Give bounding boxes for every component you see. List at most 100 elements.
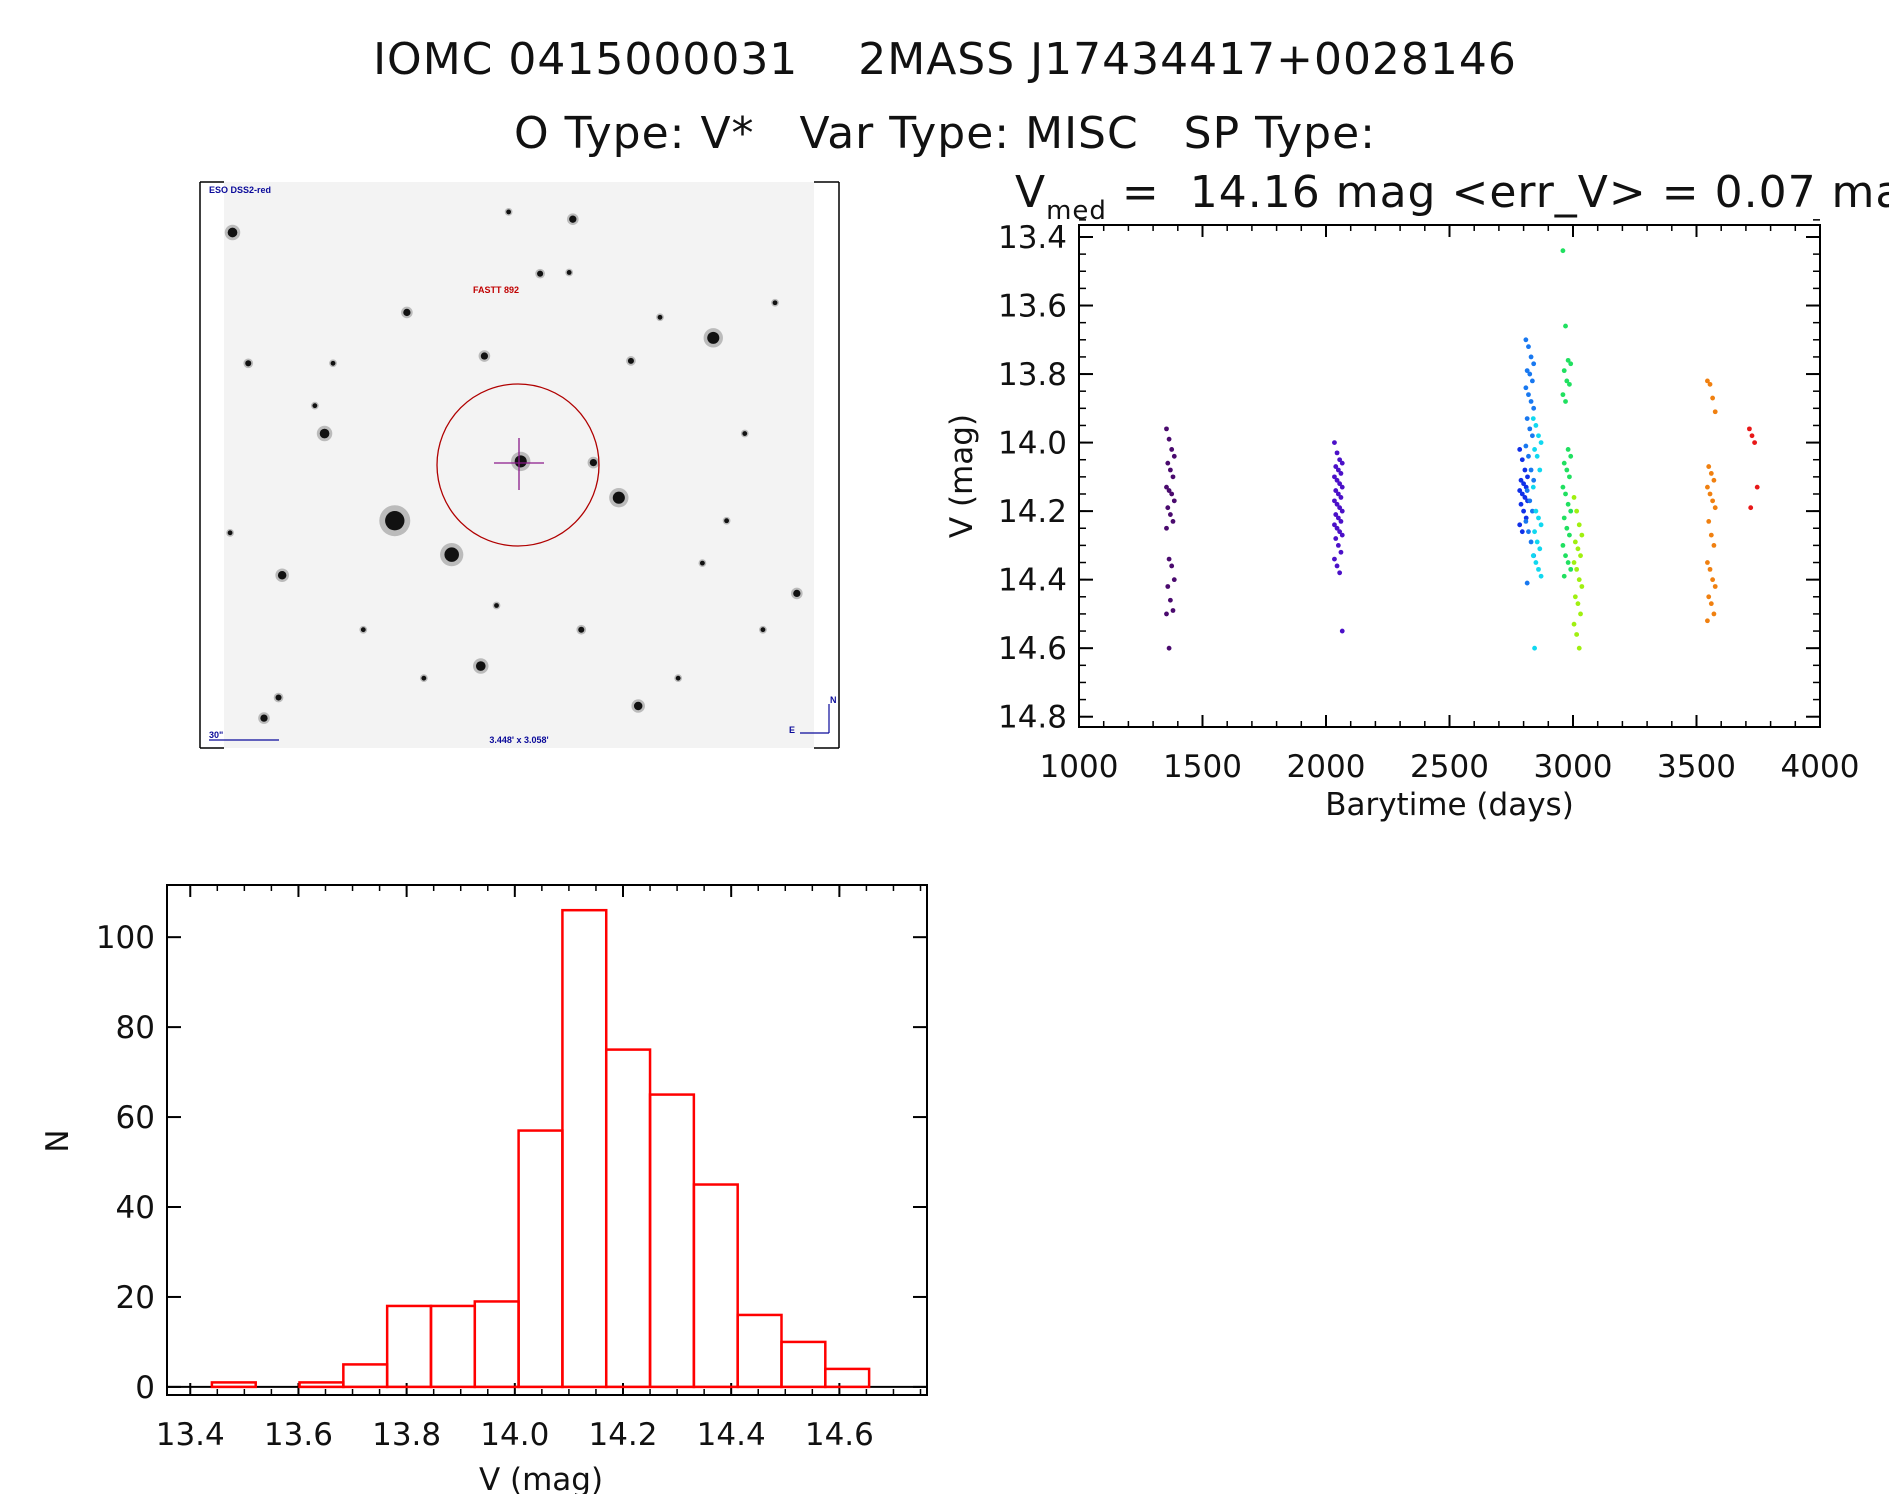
- lc-point: [1527, 426, 1533, 432]
- lc-point: [1749, 433, 1755, 439]
- lc-point: [1565, 357, 1571, 363]
- lc-point: [1711, 477, 1717, 483]
- histogram-plot: 13.4 13.6 13.8 14.0 14.2 14.4 14.6 0 20 40 60 80 100…: [40, 884, 928, 1494]
- lc-point: [1170, 474, 1176, 480]
- lc-point: [1171, 577, 1177, 583]
- lc-point: [1575, 601, 1581, 607]
- lc-point: [1165, 584, 1171, 589]
- lc-point: [1335, 491, 1341, 497]
- hist-xtick-label: 14.6: [805, 1417, 874, 1453]
- lc-point: [1574, 508, 1580, 514]
- lc-point: [1339, 460, 1345, 466]
- lc-point: [1707, 566, 1713, 572]
- hist-ytick-label: 0: [135, 1370, 155, 1406]
- hist-bar: [824, 1367, 871, 1389]
- lc-ytick-label: 14.0: [998, 426, 1067, 462]
- lc-point: [1338, 549, 1344, 555]
- star: [589, 458, 598, 467]
- lc-point: [1563, 553, 1568, 559]
- lc-point: [1530, 553, 1536, 559]
- lc-ylabel: V (mag): [944, 414, 980, 538]
- lc-point: [1333, 464, 1339, 469]
- scale-label: 30": [209, 730, 223, 740]
- lc-point: [1564, 378, 1570, 384]
- lc-xtick-label: 2500: [1410, 749, 1489, 785]
- fov-label: 3.448' x 3.058': [489, 735, 548, 745]
- lc-point: [1532, 447, 1537, 452]
- lc-point: [1525, 474, 1530, 480]
- hist-axes-box: [166, 884, 928, 1396]
- lc-point: [1518, 477, 1524, 483]
- lc-point: [1561, 573, 1567, 579]
- lc-point: [1561, 368, 1567, 374]
- hist-bar: [517, 1129, 564, 1389]
- lc-point: [1332, 556, 1337, 562]
- star: [480, 352, 489, 360]
- lc-xtick-label: 2000: [1287, 749, 1366, 785]
- lc-point: [1565, 501, 1571, 507]
- lc-point: [1578, 611, 1583, 617]
- lc-point: [1338, 495, 1344, 500]
- lc-point: [1531, 477, 1537, 483]
- lc-point: [1537, 546, 1543, 552]
- lc-point: [1523, 519, 1529, 524]
- hist-bar: [298, 1381, 345, 1389]
- lc-ytick-label: 14.2: [998, 494, 1067, 530]
- lc-point: [1530, 484, 1536, 490]
- vmed-line: Vmed = 14.16 mag <err_V> = 0.07 mag: [1015, 167, 1889, 226]
- lc-xlabel: Barytime (days): [1325, 787, 1574, 823]
- lc-point: [1705, 484, 1710, 490]
- lc-point: [1170, 519, 1176, 524]
- lc-point: [1534, 453, 1540, 459]
- lc-point: [1571, 495, 1577, 500]
- lc-point: [1334, 501, 1340, 507]
- lc-point: [1334, 450, 1340, 456]
- lc-point: [1560, 392, 1566, 398]
- lc-point: [1339, 532, 1345, 538]
- hist-bar: [210, 1381, 257, 1389]
- lc-point: [1339, 628, 1345, 634]
- lc-ytick-label: 14.6: [998, 631, 1067, 667]
- lc-point: [1568, 453, 1574, 459]
- hist-xtick-label: 13.4: [156, 1417, 225, 1453]
- lc-point: [1164, 426, 1169, 432]
- star: [277, 570, 287, 580]
- lc-point: [1563, 323, 1568, 329]
- lc-point: [1560, 542, 1566, 548]
- lc-point: [1576, 577, 1582, 583]
- hist-xtick-label: 13.6: [264, 1417, 333, 1453]
- hist-ytick-label: 20: [116, 1280, 155, 1316]
- lc-point: [1530, 416, 1536, 422]
- lc-point: [1705, 560, 1710, 565]
- lc-xtick-label: 4000: [1781, 749, 1860, 785]
- hist-bar: [561, 908, 608, 1389]
- lc-point: [1707, 491, 1713, 497]
- lc-point: [1568, 361, 1574, 367]
- lc-point: [1517, 522, 1523, 528]
- lc-point: [1524, 580, 1530, 586]
- vmed-subscript: med: [1046, 196, 1107, 226]
- lc-point: [1334, 563, 1340, 569]
- hist-ytick-label: 100: [96, 920, 155, 956]
- hist-bar: [736, 1313, 783, 1389]
- lc-point: [1565, 560, 1571, 565]
- star: [760, 627, 766, 633]
- hist-bar: [429, 1304, 477, 1389]
- lc-point: [1167, 512, 1173, 517]
- lc-point: [1526, 529, 1531, 535]
- lc-point: [1526, 453, 1531, 459]
- lc-point: [1708, 471, 1714, 476]
- lc-point: [1754, 484, 1760, 490]
- light-curve-plot: 1000 1500 2000 2500 3000 3500 4000 13.4 13.6 13.8…: [944, 219, 1860, 823]
- hist-bar: [648, 1093, 696, 1389]
- lc-point: [1532, 529, 1537, 535]
- lc-point: [1561, 460, 1567, 466]
- lc-point: [1523, 443, 1529, 449]
- star: [227, 530, 233, 536]
- lc-point: [1567, 474, 1572, 480]
- lc-point: [1706, 464, 1712, 469]
- lc-point: [1164, 611, 1169, 617]
- lc-point: [1572, 539, 1578, 545]
- hist-bar: [473, 1300, 520, 1389]
